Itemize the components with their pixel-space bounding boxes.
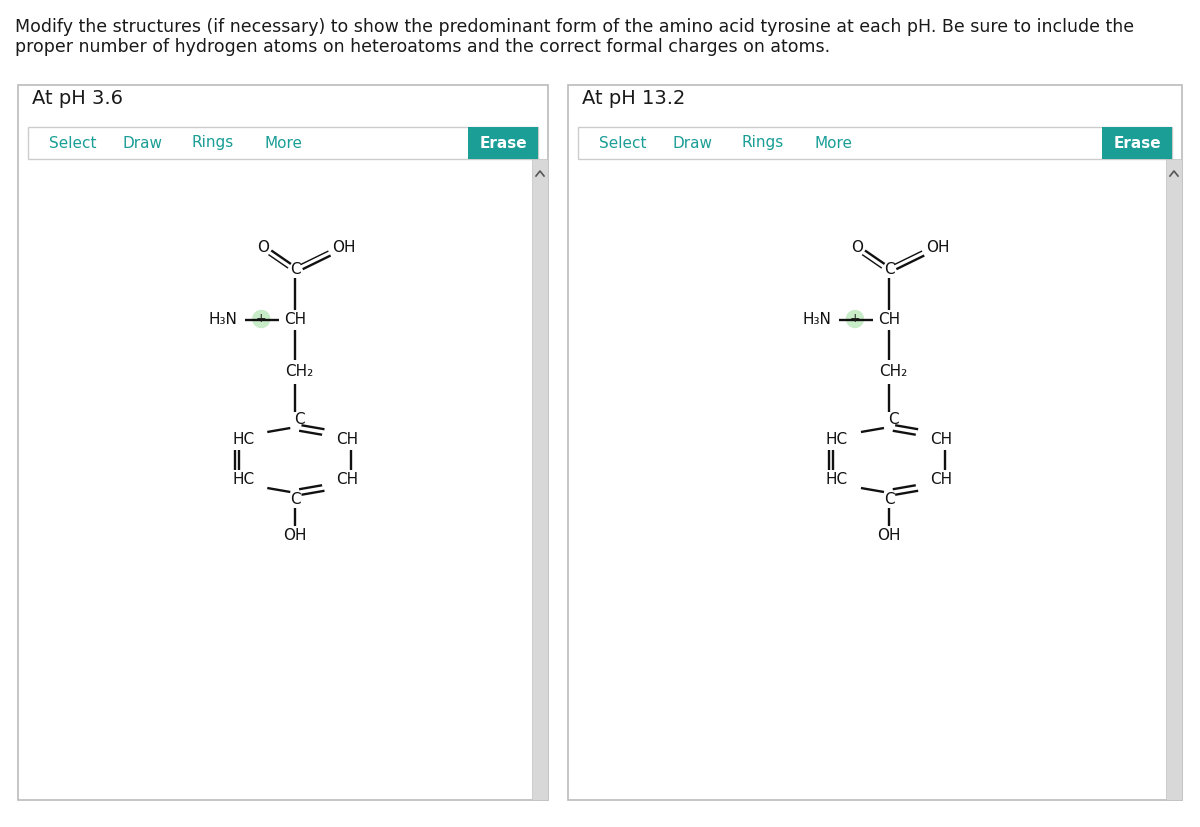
- Text: HC: HC: [826, 472, 848, 487]
- Text: CH: CH: [336, 472, 359, 487]
- Text: Draw: Draw: [673, 136, 713, 151]
- Text: C: C: [294, 413, 305, 428]
- Bar: [468, 127, 538, 159]
- Text: O: O: [257, 241, 269, 256]
- Text: Draw: Draw: [124, 136, 163, 151]
- Text: More: More: [264, 136, 302, 151]
- Text: Erase: Erase: [1114, 136, 1160, 151]
- Bar: [18, 85, 548, 800]
- Circle shape: [846, 310, 864, 327]
- Text: C: C: [883, 493, 894, 508]
- Text: OH: OH: [877, 528, 901, 543]
- Text: CH: CH: [930, 472, 952, 487]
- Text: C: C: [888, 413, 899, 428]
- Bar: [28, 127, 538, 159]
- Text: Erase: Erase: [479, 136, 527, 151]
- Bar: [1166, 159, 1182, 800]
- Text: H₃N: H₃N: [209, 313, 238, 327]
- Text: OH: OH: [283, 528, 307, 543]
- Text: OH: OH: [332, 241, 356, 256]
- Text: +: +: [850, 313, 860, 326]
- Text: CH: CH: [336, 433, 359, 447]
- Text: CH: CH: [284, 313, 306, 327]
- Text: C: C: [883, 262, 894, 278]
- Text: C: C: [290, 493, 300, 508]
- Text: H₃N: H₃N: [803, 313, 832, 327]
- Text: CH₂: CH₂: [286, 365, 313, 380]
- Bar: [532, 159, 548, 800]
- Text: +: +: [256, 313, 266, 326]
- Bar: [1102, 127, 1172, 159]
- Text: Rings: Rings: [192, 136, 234, 151]
- Text: HC: HC: [826, 433, 848, 447]
- Text: HC: HC: [233, 472, 254, 487]
- Text: Rings: Rings: [742, 136, 784, 151]
- Text: C: C: [290, 262, 300, 278]
- Text: More: More: [814, 136, 852, 151]
- Text: HC: HC: [233, 433, 254, 447]
- Text: At pH 3.6: At pH 3.6: [32, 89, 124, 108]
- Bar: [568, 85, 1182, 800]
- Text: Select: Select: [49, 136, 97, 151]
- Text: At pH 13.2: At pH 13.2: [582, 89, 685, 108]
- Text: CH₂: CH₂: [878, 365, 907, 380]
- Text: OH: OH: [926, 241, 949, 256]
- Bar: [578, 127, 1172, 159]
- Text: proper number of hydrogen atoms on heteroatoms and the correct formal charges on: proper number of hydrogen atoms on heter…: [14, 38, 830, 56]
- Text: CH: CH: [878, 313, 900, 327]
- Text: CH: CH: [930, 433, 952, 447]
- Text: Modify the structures (if necessary) to show the predominant form of the amino a: Modify the structures (if necessary) to …: [14, 18, 1134, 36]
- Text: Select: Select: [599, 136, 647, 151]
- Text: O: O: [851, 241, 863, 256]
- Circle shape: [253, 310, 270, 327]
